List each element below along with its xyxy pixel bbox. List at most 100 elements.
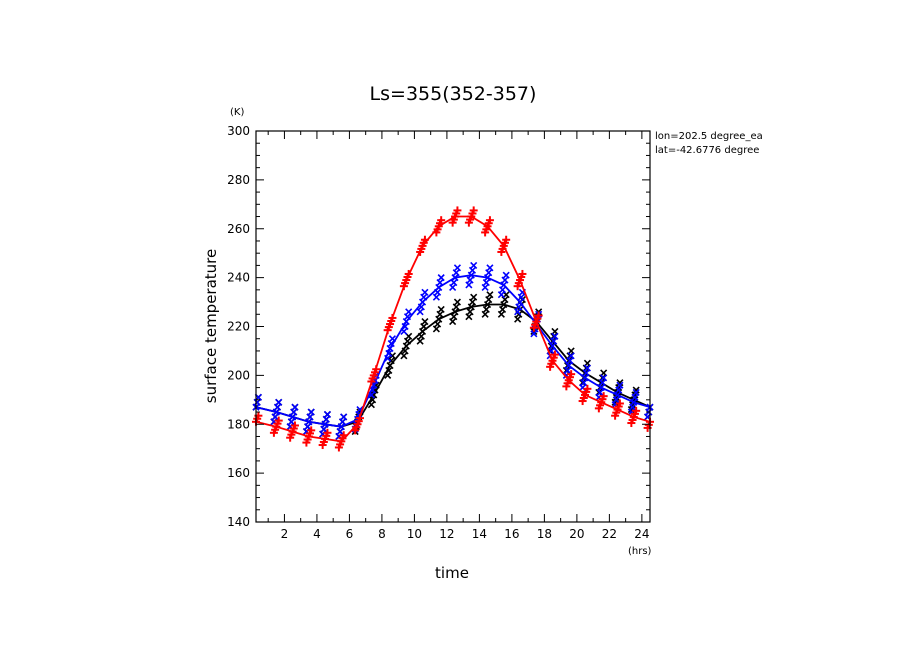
x-tick-label: 16 bbox=[504, 527, 519, 541]
series-1-marker bbox=[338, 418, 347, 426]
series-1-marker bbox=[432, 293, 440, 301]
y-tick-label: 160 bbox=[227, 466, 250, 480]
x-tick-label: 12 bbox=[439, 527, 454, 541]
series-1-marker bbox=[598, 379, 607, 387]
series-2-marker bbox=[486, 291, 494, 299]
series-1-marker bbox=[466, 276, 474, 284]
series-layer bbox=[252, 206, 654, 452]
series-1-marker bbox=[583, 364, 591, 372]
series-1-marker bbox=[499, 286, 507, 294]
series-1-marker bbox=[452, 269, 460, 277]
series-1-marker bbox=[550, 337, 558, 345]
series-2-marker bbox=[499, 305, 507, 313]
series-2-marker bbox=[453, 298, 461, 306]
series-1-marker bbox=[612, 396, 620, 404]
series-2-marker bbox=[616, 379, 624, 387]
series-2 bbox=[252, 291, 654, 441]
series-1-marker bbox=[631, 393, 639, 401]
x-tick-label: 20 bbox=[569, 527, 584, 541]
x-axis-label: time bbox=[435, 564, 469, 582]
x-tick-label: 2 bbox=[281, 527, 289, 541]
series-1-marker bbox=[502, 271, 510, 279]
series-1-marker bbox=[486, 264, 494, 272]
series-1-marker bbox=[322, 415, 330, 423]
series-1-marker bbox=[485, 269, 493, 277]
series-1-marker bbox=[616, 381, 624, 389]
series-2-marker bbox=[497, 310, 505, 318]
series-0 bbox=[252, 206, 654, 452]
series-0-marker bbox=[502, 235, 511, 244]
y-tick-label: 240 bbox=[227, 271, 250, 285]
y-tick-label: 300 bbox=[227, 124, 250, 138]
series-1-marker bbox=[596, 388, 604, 397]
series-2-marker bbox=[470, 293, 478, 301]
series-0-marker bbox=[307, 426, 316, 435]
series-1-marker bbox=[481, 283, 489, 291]
series-2-marker bbox=[468, 298, 477, 306]
series-1-marker bbox=[290, 408, 298, 416]
series-0-marker bbox=[518, 269, 527, 278]
series-2-marker bbox=[482, 305, 490, 313]
series-1-marker bbox=[514, 308, 522, 316]
series-2-marker bbox=[481, 310, 489, 318]
series-1-marker bbox=[615, 386, 623, 394]
chart-title: Ls=355(352-357) bbox=[370, 83, 537, 105]
series-2-marker bbox=[632, 386, 640, 394]
y-tick-label: 260 bbox=[227, 222, 250, 236]
series-2-marker bbox=[416, 337, 424, 345]
series-0-marker bbox=[274, 416, 283, 425]
series-2-marker bbox=[485, 296, 493, 304]
y-tick-label: 220 bbox=[227, 320, 250, 334]
series-2-marker bbox=[450, 313, 458, 321]
series-1-marker bbox=[304, 423, 312, 431]
series-1-marker bbox=[566, 357, 574, 365]
series-1-marker bbox=[600, 374, 608, 382]
series-0-marker bbox=[469, 206, 478, 215]
series-1-marker bbox=[320, 425, 328, 433]
series-1-marker bbox=[517, 293, 525, 301]
series-1-line bbox=[255, 274, 651, 428]
series-1-marker bbox=[567, 352, 575, 360]
series-1-marker bbox=[323, 410, 332, 419]
series-1-marker bbox=[336, 428, 344, 436]
series-0-marker bbox=[599, 392, 608, 401]
series-0-marker bbox=[534, 311, 543, 320]
series-1-marker bbox=[580, 379, 588, 387]
longitude-annotation: lon=202.5 degree_ea bbox=[655, 131, 763, 142]
series-0-marker bbox=[583, 384, 592, 393]
series-1-marker bbox=[421, 288, 429, 296]
series-2-marker bbox=[437, 305, 445, 313]
series-2-marker bbox=[501, 296, 509, 304]
y-tick-label: 180 bbox=[227, 417, 250, 431]
series-2-marker bbox=[466, 308, 474, 316]
series-1-marker bbox=[271, 413, 279, 421]
x-unit-label: (hrs) bbox=[628, 546, 652, 557]
series-1-marker bbox=[287, 418, 295, 426]
x-tick-label: 6 bbox=[346, 527, 354, 541]
y-axis-label: surface temperature bbox=[202, 249, 220, 404]
series-1-marker bbox=[340, 413, 348, 421]
series-0-marker bbox=[323, 428, 332, 437]
series-1-marker bbox=[465, 281, 473, 289]
series-1-marker bbox=[275, 398, 283, 406]
series-1-marker bbox=[551, 332, 559, 340]
series-2-marker bbox=[449, 318, 457, 326]
x-tick-label: 4 bbox=[313, 527, 321, 541]
series-1-marker bbox=[291, 403, 299, 411]
series-1-marker bbox=[307, 408, 315, 416]
x-tick-label: 14 bbox=[472, 527, 487, 541]
series-1-marker bbox=[437, 274, 445, 282]
series-0-marker bbox=[453, 206, 462, 215]
series-2-marker bbox=[432, 325, 440, 333]
y-tick-label: 280 bbox=[227, 173, 250, 187]
series-0-marker bbox=[567, 370, 576, 379]
series-1-marker bbox=[453, 264, 461, 272]
y-unit-label: (K) bbox=[230, 107, 244, 118]
series-0-marker bbox=[550, 350, 559, 359]
series-2-marker bbox=[421, 318, 429, 326]
series-1-marker bbox=[468, 266, 477, 274]
series-2-marker bbox=[436, 310, 444, 318]
series-1-marker bbox=[563, 366, 572, 375]
series-1-marker bbox=[515, 303, 523, 311]
